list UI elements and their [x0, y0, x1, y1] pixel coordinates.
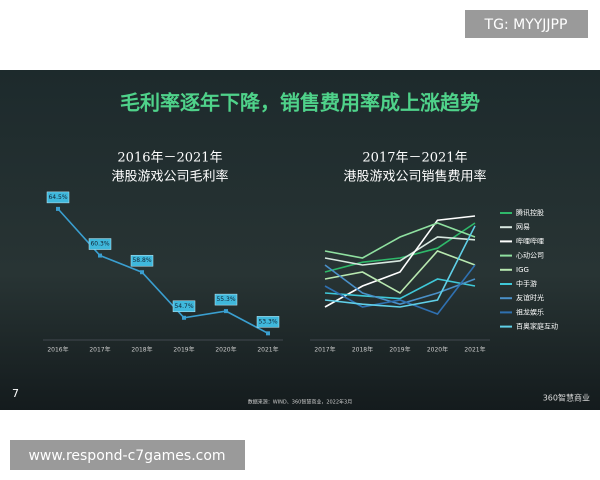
x-tick-label: 2021年: [257, 346, 278, 354]
watermark-box: [465, 10, 588, 38]
series-line: [324, 222, 476, 273]
label-box: [172, 300, 196, 313]
data-label: 58.8%: [132, 257, 151, 264]
legend-label: 哔哩哔哩: [516, 236, 544, 245]
point: [56, 206, 60, 211]
point: [266, 331, 270, 336]
watermark: TG: MYYJJPP: [484, 17, 568, 33]
x-tick-label: 2016年: [47, 346, 68, 354]
series-line: [324, 215, 476, 308]
data-label: 54.7%: [174, 303, 193, 310]
series-line: [324, 225, 476, 308]
label-box: [46, 191, 70, 204]
chart-title: 2016年－2021年: [117, 151, 222, 166]
legend-label: 百奥家庭互动: [516, 322, 558, 331]
series-line: [324, 236, 476, 266]
chart-subtitle: 港股游戏公司销售费用率: [343, 169, 486, 185]
source: 数据来源：WIND、360智慧商业，2022年3月: [248, 399, 352, 406]
label-box: [130, 254, 154, 267]
x-tick-label: 2018年: [352, 346, 373, 354]
point: [224, 309, 228, 314]
site: www.respond-c7games.com: [28, 448, 225, 464]
chart-subtitle: 港股游戏公司毛利率: [111, 169, 228, 185]
series-line: [324, 264, 476, 306]
label-box: [214, 293, 238, 306]
series-line: [324, 222, 476, 259]
slide-title: 毛利率逐年下降，销售费用率成上涨趋势: [120, 91, 480, 115]
series-line: [324, 264, 476, 315]
series-line: [324, 250, 476, 295]
data-label: 60.3%: [90, 241, 109, 248]
x-tick-label: 2019年: [389, 346, 410, 354]
legend-label: 网易: [516, 223, 530, 231]
point: [98, 253, 102, 258]
label-box: [256, 316, 280, 328]
data-label: 53.3%: [258, 318, 277, 325]
legend-label: 腾讯控股: [516, 208, 544, 217]
x-tick-label: 2021年: [464, 346, 485, 354]
x-tick-label: 2017年: [89, 346, 110, 354]
legend-label: 友谊时光: [516, 293, 544, 302]
page-number: 7: [12, 387, 19, 400]
site-box: [10, 440, 245, 470]
legend-label: 中手游: [516, 279, 537, 288]
logo: 360智慧商业: [543, 393, 590, 403]
label-box: [88, 238, 112, 250]
x-tick-label: 2020年: [215, 346, 236, 354]
legend-label: 祖龙娱乐: [516, 307, 544, 316]
x-tick-label: 2017年: [314, 346, 335, 354]
data-label: 55.3%: [216, 296, 235, 303]
point: [140, 270, 144, 275]
x-tick-label: 2019年: [173, 346, 194, 354]
chart-title: 2017年－2021年: [362, 151, 467, 166]
point: [182, 315, 186, 320]
x-tick-label: 2020年: [427, 346, 448, 354]
series-line: [324, 278, 476, 300]
legend-label: IGG: [516, 266, 529, 274]
x-tick-label: 2018年: [131, 346, 152, 354]
data-label: 64.5%: [48, 194, 67, 201]
legend-label: 心动公司: [516, 251, 544, 260]
